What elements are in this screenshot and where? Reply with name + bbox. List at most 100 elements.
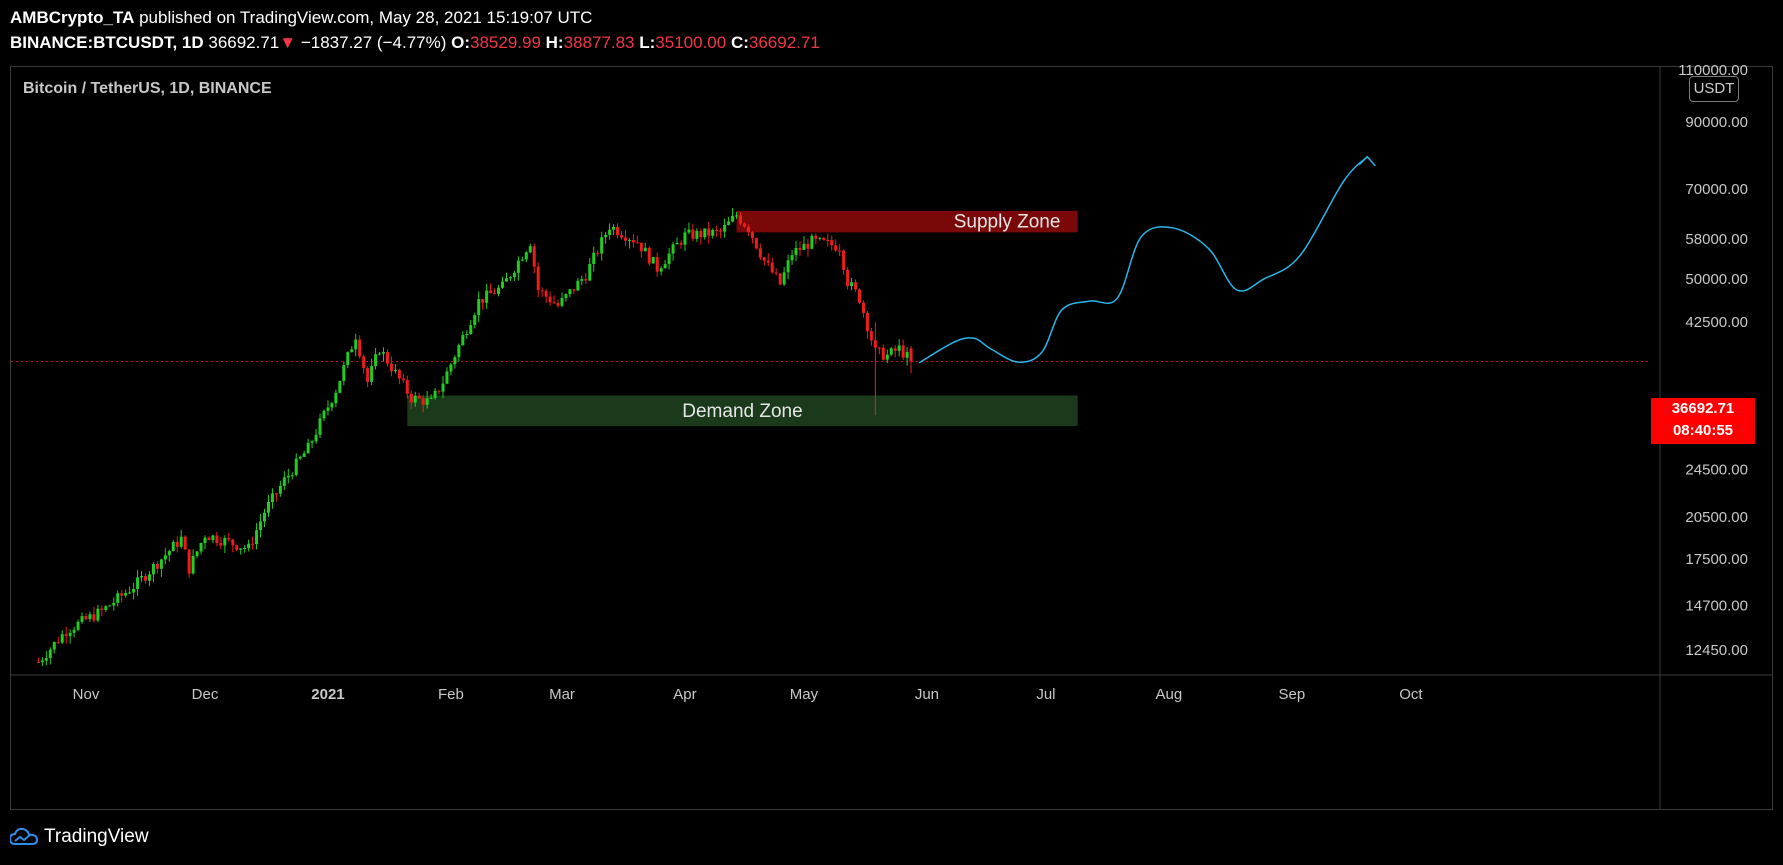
candle-body — [342, 365, 346, 381]
candle-body — [370, 366, 374, 382]
candle-body — [889, 348, 893, 355]
candle-body — [167, 551, 171, 556]
candle-body — [540, 290, 544, 292]
candle-body — [703, 228, 707, 238]
candle-body — [195, 551, 199, 556]
candle-body — [223, 537, 227, 546]
time-tick-label: Nov — [73, 686, 100, 703]
candle-body — [326, 407, 330, 411]
brand-name: TradingView — [44, 826, 149, 847]
last-price-tag-value: 36692.71 — [1671, 400, 1735, 417]
candle-body — [358, 339, 362, 357]
price-tick-label: 58000.00 — [1685, 231, 1748, 248]
candle-body — [389, 363, 393, 372]
candle-body — [417, 395, 421, 399]
candle-body — [274, 493, 278, 495]
candle-body — [600, 237, 604, 254]
candle-body — [623, 237, 627, 241]
candle-body — [671, 244, 675, 254]
candle-body — [536, 266, 540, 291]
candle-body — [834, 245, 838, 251]
candle-body — [366, 368, 370, 382]
candle-body — [310, 441, 314, 443]
time-tick-label: Feb — [438, 686, 464, 703]
candle-body — [239, 548, 243, 550]
candle-body — [151, 564, 155, 575]
candle-body — [627, 240, 631, 242]
time-tick-label: Oct — [1399, 686, 1423, 703]
candle-body — [175, 541, 179, 547]
candle-body — [187, 549, 191, 574]
candle-body — [140, 576, 144, 578]
candle-body — [580, 279, 584, 281]
candle-body — [481, 299, 485, 303]
candle-body — [473, 315, 477, 326]
candle-body — [171, 541, 175, 552]
candle-body — [762, 257, 766, 261]
candle-body — [219, 542, 223, 546]
candle-body — [247, 543, 251, 549]
candle-body — [861, 302, 865, 313]
candle-body — [489, 290, 493, 294]
candle-body — [643, 247, 647, 252]
candle-body — [620, 235, 623, 238]
candle-body — [203, 537, 207, 544]
candle-body — [909, 348, 913, 362]
candle-body — [596, 252, 600, 254]
candle-body — [858, 289, 861, 303]
supply-zone — [736, 210, 1078, 233]
candle-body — [330, 403, 334, 408]
price-tick-label: 90000.00 — [1685, 114, 1748, 131]
chart-title: Bitcoin / TetherUS, 1D, BINANCE — [23, 80, 272, 97]
candle-body — [826, 239, 830, 241]
price-tick-label: 12450.00 — [1685, 642, 1748, 659]
candle-body — [850, 282, 854, 287]
candle-body — [421, 398, 425, 405]
candle-body — [318, 418, 322, 435]
last-price: 36692.71 — [208, 33, 280, 52]
candle-body — [40, 660, 44, 663]
currency-unit-badge[interactable]: USDT — [1689, 76, 1739, 102]
publisher-name[interactable]: AMBCrypto_TA — [10, 8, 135, 27]
candle-body — [766, 260, 770, 263]
candle-body — [76, 621, 80, 630]
candle-body — [774, 272, 778, 274]
projection-arrowhead — [1358, 155, 1376, 167]
publish-line: AMBCrypto_TA published on TradingView.co… — [10, 8, 592, 28]
price-tick-label: 42500.00 — [1685, 314, 1748, 331]
price-tick-label: 110000.00 — [1678, 62, 1748, 79]
time-tick-label: Jun — [915, 686, 939, 703]
candle-body — [263, 512, 266, 522]
candle-body — [433, 390, 437, 398]
candle-body — [846, 269, 850, 287]
candle-body — [227, 537, 231, 540]
candle-body — [302, 453, 306, 457]
candle-body — [92, 614, 96, 621]
candle-body — [723, 225, 727, 232]
candle-body — [215, 535, 219, 543]
demand-zone — [407, 395, 1078, 427]
candle-body — [790, 255, 794, 261]
candle-body — [374, 354, 378, 367]
candle-body — [401, 378, 405, 381]
bar-countdown: 08:40:55 — [1672, 422, 1734, 439]
close-label: C: — [730, 33, 749, 52]
candle-body — [715, 229, 719, 231]
candle-body — [441, 383, 445, 392]
time-tick-label: 2021 — [311, 686, 344, 703]
candle-body — [461, 335, 465, 346]
tradingview-brand[interactable]: TradingView — [10, 826, 149, 848]
candle-body — [120, 593, 124, 596]
candle-body — [290, 475, 294, 477]
candle-body — [754, 238, 758, 249]
candle-body — [100, 608, 104, 610]
candle-body — [306, 442, 310, 454]
candle-body — [869, 331, 873, 341]
candle-body — [314, 434, 318, 442]
candle-body — [739, 215, 742, 224]
candle-body — [259, 521, 263, 531]
candle-body — [667, 253, 671, 264]
candle-body — [663, 263, 667, 269]
candle-body — [552, 302, 556, 304]
